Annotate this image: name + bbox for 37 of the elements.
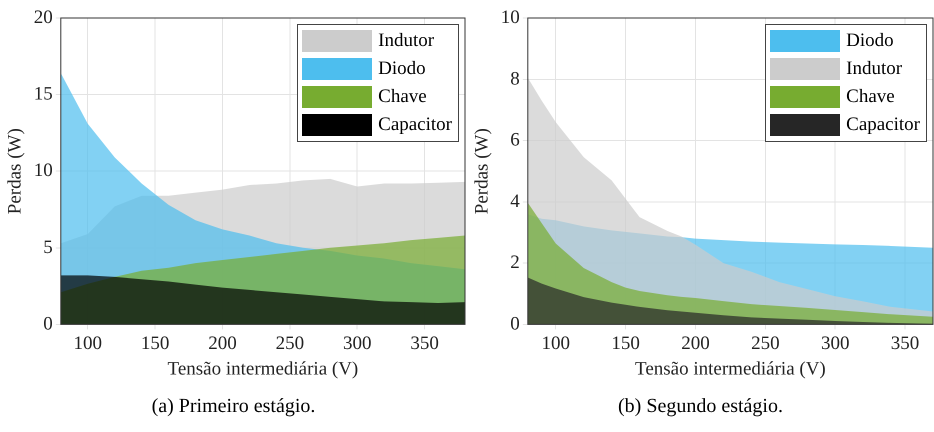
x-axis-title: Tensão intermediária (V) bbox=[168, 358, 358, 380]
y-axis-title: Perdas (W) bbox=[471, 128, 492, 214]
text: (b) Segundo estágio. bbox=[617, 395, 784, 418]
legend-label: Capacitor bbox=[378, 113, 452, 137]
y-tick-label: 2 bbox=[510, 252, 520, 274]
x-tick-label: 200 bbox=[208, 332, 237, 354]
y-tick-label: 0 bbox=[43, 313, 53, 334]
y-tick-label: 20 bbox=[34, 6, 53, 28]
legend-label: Indutor bbox=[846, 57, 902, 81]
x-tick-label: 300 bbox=[820, 332, 850, 354]
legend-label: Indutor bbox=[378, 29, 434, 53]
x-tick-label: 100 bbox=[73, 332, 102, 354]
legend-label: Diodo bbox=[378, 57, 426, 81]
y-axis-title: Perdas (W) bbox=[4, 128, 26, 214]
x-tick-label: 150 bbox=[611, 332, 640, 354]
x-tick-label: 250 bbox=[276, 332, 304, 354]
x-tick-label: 150 bbox=[140, 332, 170, 354]
legend-label: Chave bbox=[846, 85, 895, 109]
y-tick-label: 5 bbox=[43, 236, 53, 258]
x-tick-label: 300 bbox=[342, 332, 372, 354]
x-tick-label: 100 bbox=[541, 332, 570, 354]
y-tick-label: 10 bbox=[500, 6, 520, 28]
y-tick-label: 0 bbox=[510, 313, 520, 334]
y-tick-label: 10 bbox=[34, 160, 53, 182]
legend-label: Chave bbox=[378, 85, 427, 109]
legend-label: Capacitor bbox=[846, 113, 920, 137]
legend-label: Diodo bbox=[846, 29, 894, 53]
x-tick-label: 200 bbox=[681, 332, 710, 354]
y-tick-label: 15 bbox=[34, 84, 53, 105]
y-tick-label: 8 bbox=[510, 68, 520, 90]
x-tick-label: 350 bbox=[410, 332, 439, 354]
x-tick-label: 250 bbox=[751, 332, 780, 354]
y-tick-label: 4 bbox=[510, 190, 520, 212]
y-tick-label: 6 bbox=[510, 130, 520, 151]
x-tick-label: 350 bbox=[890, 332, 920, 354]
text: (a) Primeiro estágio. bbox=[150, 395, 316, 418]
x-axis-title: Tensão intermediária (V) bbox=[635, 358, 826, 380]
